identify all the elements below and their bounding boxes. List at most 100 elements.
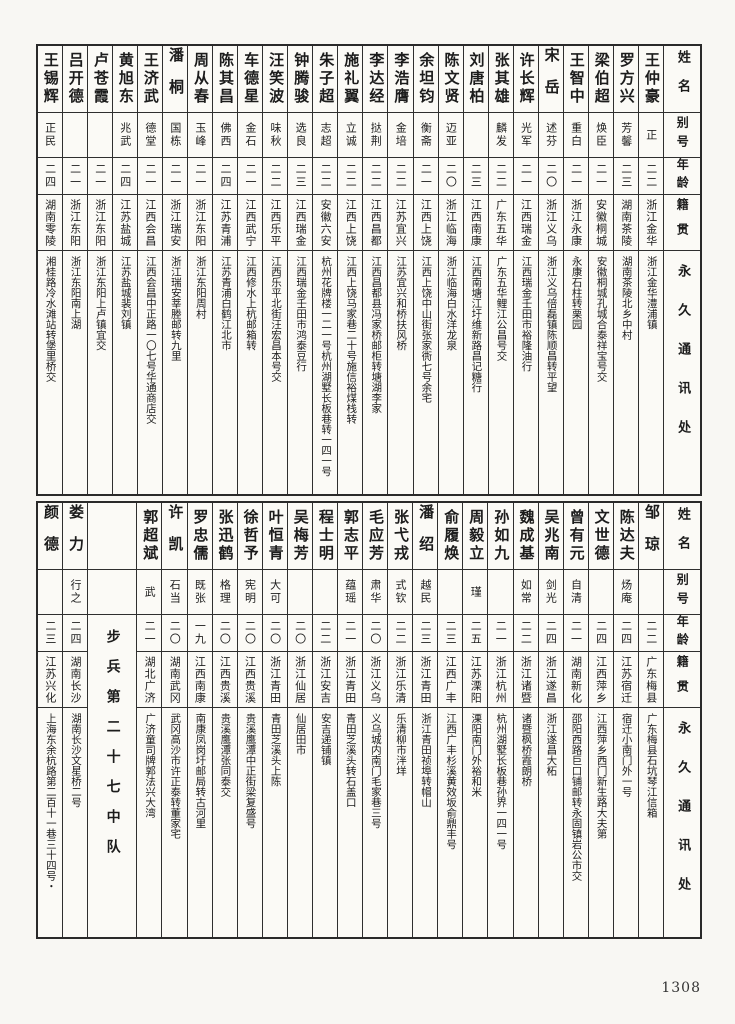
- age-cell-text: 二〇: [168, 620, 182, 646]
- name-cell-text: 娄力: [67, 504, 86, 568]
- address-cell: 溧阳南门外裕和米: [463, 708, 487, 937]
- name-cell: 刘唐柏: [463, 46, 488, 113]
- address-cell-text: 浙江东阳周村: [194, 256, 207, 319]
- address-cell: 浙江金华澧浦镇: [639, 251, 663, 494]
- name-cell-text: 吴兆南: [542, 509, 561, 563]
- name-cell-text: 魏成基: [517, 509, 536, 563]
- age-cell-text: 二〇: [368, 620, 382, 646]
- origin-cell: 江苏溧阳: [463, 652, 488, 708]
- origin-cell-text: 广东五华: [494, 198, 508, 247]
- address-cell-text: 浙江东阳上卢镇宜交: [94, 256, 107, 351]
- origin-cell: 安徽六安: [313, 195, 338, 251]
- roster-column: 许凯 石当 二〇 湖南武冈 武冈高沙市许正泰转董家宅: [162, 503, 188, 937]
- name-cell: 陈文贤: [438, 46, 463, 113]
- name-cell-text: 潘绍: [417, 504, 436, 568]
- origin-cell-text: 浙江金华: [644, 198, 658, 247]
- alias-cell: 金石: [238, 113, 263, 158]
- alias-cell: 述芬: [538, 113, 563, 158]
- roster-page: 姓名 别号 年龄 籍贯 永久通讯处 王仲豪正二二 浙江金华 浙江金华澧浦镇 罗方兴 芳馨 二三 湖南茶…: [36, 44, 702, 939]
- origin-cell-text: 湖南茶陵: [619, 198, 633, 247]
- age-cell: 二一: [337, 615, 363, 652]
- name-cell: 朱子超: [313, 46, 338, 113]
- alias-cell-text: 兆武: [118, 122, 132, 148]
- age-cell: 二一: [138, 158, 163, 195]
- name-cell: 颜德: [38, 503, 63, 570]
- age-cell-text: 二三: [619, 163, 633, 189]
- alias-cell-text: 正: [644, 128, 658, 142]
- origin-cell-text: 江西萍乡: [594, 655, 608, 704]
- name-cell: 程士明: [312, 503, 337, 570]
- origin-cell-text: 浙江义乌: [544, 198, 558, 247]
- name-cell-text: 李达经: [367, 52, 386, 106]
- alias-cell-text: 选良: [294, 122, 308, 148]
- age-cell: 二四: [213, 158, 238, 195]
- origin-cell: 浙江青田: [262, 652, 287, 708]
- alias-cell: [62, 113, 87, 158]
- age-cell: 二一: [87, 158, 112, 195]
- name-cell: 许长辉: [513, 46, 538, 113]
- origin-cell-text: 浙江永康: [569, 198, 583, 247]
- alias-cell-text: 立诚: [344, 122, 358, 148]
- name-cell: 周毅立: [463, 503, 488, 570]
- name-cell-text: 颜德: [41, 504, 60, 568]
- age-cell: 二四: [588, 615, 613, 652]
- roster-column: 娄力 行之 二四 湖南长沙 湖南长沙文星桥二号: [63, 503, 89, 937]
- address-cell-text: 江苏盐城裴刘镇: [119, 256, 132, 330]
- alias-cell-text: 迈亚: [444, 122, 458, 148]
- origin-cell: 浙江东阳: [87, 195, 112, 251]
- alias-cell-text: 芳馨: [619, 122, 633, 148]
- alias-cell-text: 焕臣: [594, 122, 608, 148]
- address-cell: 江西会昌中正路一〇七号华通商店交: [138, 251, 162, 494]
- origin-cell: 江苏宿迁: [613, 652, 638, 708]
- roster-column: 陈其昌 佛西 二四 江苏青浦 江苏青浦白鹤江北市: [213, 46, 239, 494]
- age-cell: 二一: [513, 158, 538, 195]
- roster-column: 汪笑波 味秋 二二 江西乐平 江西乐平北街汪宏昌本号交: [263, 46, 289, 494]
- header-name: 姓名: [664, 46, 700, 113]
- name-cell-text: 施礼翼: [342, 52, 361, 106]
- name-cell: 钟腾骏: [288, 46, 313, 113]
- address-cell: 浙江青田祯埠转帽山: [413, 708, 437, 937]
- origin-cell: 浙江东阳: [62, 195, 87, 251]
- origin-cell-text: 浙江东阳: [93, 198, 107, 247]
- alias-cell: 式钦: [388, 570, 413, 615]
- alias-cell-text: 大可: [268, 579, 282, 605]
- name-cell-text: 曾有元: [567, 509, 586, 563]
- name-cell: 张迅鹤: [212, 503, 237, 570]
- alias-cell: 迈亚: [438, 113, 463, 158]
- origin-cell: 浙江永康: [563, 195, 588, 251]
- address-cell: 乐清柳市泮垟: [388, 708, 412, 937]
- name-cell: 李达经: [363, 46, 388, 113]
- roster-column: 陈达夫 炀庵 二四 江苏宿迁 宿迁小南门外一号: [613, 503, 639, 937]
- address-cell: 江西上饶马家巷二十号施信裕煤栈转: [338, 251, 362, 494]
- roster-column: 吴兆南 剑光 二四 浙江遂昌 浙江遂昌大柘: [538, 503, 564, 937]
- roster-column: 黄旭东 兆武 二四 江苏盐城 江苏盐城裴刘镇: [112, 46, 139, 494]
- age-cell-text: 二四: [218, 163, 232, 189]
- address-cell-text: 浙江东阳南上湖: [69, 256, 82, 330]
- age-cell: 二一: [488, 615, 513, 652]
- header-origin-text: 籍贯: [675, 654, 690, 705]
- roster-column: 朱子超 志超 二二 安徽六安 杭州花牌楼一二一号杭州湖墅长板巷转一四一号: [313, 46, 339, 494]
- name-cell-text: 徐哲予: [241, 509, 260, 563]
- age-cell-text: 二〇: [544, 163, 558, 189]
- origin-cell: 江苏青浦: [213, 195, 238, 251]
- name-cell-text: 罗忠儒: [191, 509, 210, 563]
- name-cell: 郭志平: [337, 503, 363, 570]
- name-cell: 王仲豪: [638, 46, 663, 113]
- address-cell-text: 浙江遂昌大柘: [545, 713, 558, 776]
- header-age-text: 年龄: [675, 158, 690, 194]
- name-cell-text: 郭志平: [341, 509, 360, 563]
- address-cell: 江苏宜兴和桥扶风桥: [388, 251, 412, 494]
- alias-cell-text: 炀庵: [619, 579, 633, 605]
- roster-column: 车德星 金石 二一 江西武宁 江西修水上杭邮箱转: [238, 46, 264, 494]
- address-cell-text: 上海东余杭路第二百十一巷三十四号・: [44, 713, 57, 892]
- origin-cell: 江西会昌: [138, 195, 163, 251]
- age-cell: 一九: [187, 615, 212, 652]
- name-cell: 娄力: [63, 503, 88, 570]
- name-cell-text: 陈文贤: [442, 52, 461, 106]
- alias-cell: 自清: [563, 570, 588, 615]
- name-cell: 陈其昌: [213, 46, 238, 113]
- age-cell-text: 二一: [569, 163, 583, 189]
- address-cell: 浙江东阳上卢镇宜交: [88, 251, 112, 494]
- alias-cell: 武: [137, 570, 162, 615]
- alias-cell-text: 玉峰: [193, 122, 207, 148]
